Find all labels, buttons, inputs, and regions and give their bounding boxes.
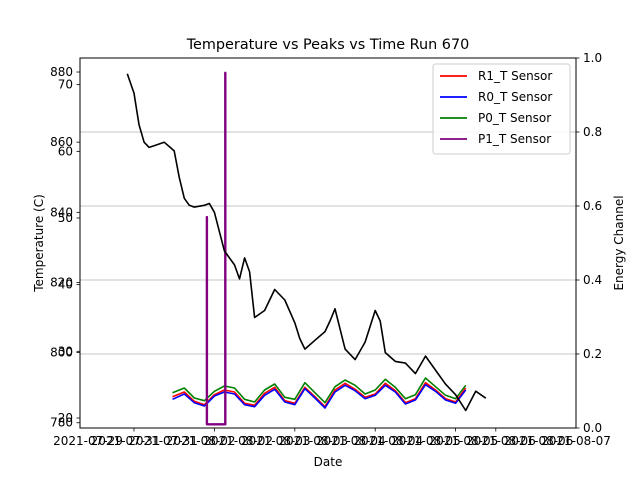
x-tick-label-12: 2021-08-06 bbox=[504, 434, 574, 448]
chart-title: Temperature vs Peaks vs Time Run 670 bbox=[186, 37, 470, 53]
y-axis-label-left: Temperature (C) bbox=[32, 194, 46, 293]
series-line-1 bbox=[172, 383, 467, 409]
left-tick-label-temperature_inner-0: 20 bbox=[58, 411, 73, 425]
legend-label-0: R1_T Sensor bbox=[478, 69, 552, 83]
x-tick-label-2: 2021-07-31 bbox=[128, 434, 198, 448]
right-tick-label-1: 0.2 bbox=[583, 347, 602, 361]
left-tick-label-temperature_inner-5: 70 bbox=[58, 78, 73, 92]
legend-box bbox=[432, 63, 571, 155]
x-tick-label-13: 2021-08-07 bbox=[541, 434, 611, 448]
series-line-2 bbox=[172, 377, 467, 404]
left-tick-label-temperature_inner-2: 40 bbox=[58, 278, 73, 292]
x-tick-label-6: 2021-08-03 bbox=[278, 434, 348, 448]
legend: R1_T Sensor R0_T Sensor P0_T Sensor P1_T Se… bbox=[432, 63, 571, 155]
legend-label-3: P1_T Sensor bbox=[478, 132, 551, 146]
x-tick-label-7: 2021-08-04 bbox=[316, 434, 386, 448]
x-tick-label-0: 2021-07-29 bbox=[53, 434, 123, 448]
x-tick-label-5: 2021-08-03 bbox=[241, 434, 311, 448]
x-tick-label-8: 2021-08-04 bbox=[353, 434, 423, 448]
right-tick-label-2: 0.4 bbox=[583, 273, 602, 287]
series-line-4 bbox=[126, 73, 487, 412]
axis-layer: 0.0 0.2 0.4 0.6 0.8 1.0 20 30 40 50 60 70 780 800 820 8… bbox=[50, 51, 611, 448]
left-tick-label-temperature_outer-3: 840 bbox=[50, 205, 73, 219]
x-tick-label-1: 2021-07-31 bbox=[91, 434, 161, 448]
left-tick-label-temperature_outer-1: 800 bbox=[50, 346, 73, 360]
x-tick-label-11: 2021-08-06 bbox=[466, 434, 536, 448]
legend-label-2: P0_T Sensor bbox=[478, 111, 551, 125]
x-tick-label-4: 2021-08-02 bbox=[203, 434, 273, 448]
x-tick-label-9: 2021-08-05 bbox=[391, 434, 461, 448]
x-tick-label-10: 2021-08-05 bbox=[429, 434, 499, 448]
series-layer bbox=[126, 71, 487, 426]
series-line-3 bbox=[205, 71, 227, 426]
left-tick-label-temperature_outer-5: 880 bbox=[50, 65, 73, 79]
right-tick-label-4: 0.8 bbox=[583, 125, 602, 139]
left-tick-label-temperature_outer-2: 820 bbox=[50, 275, 73, 289]
left-tick-label-temperature_inner-4: 60 bbox=[58, 144, 73, 158]
x-axis-label: Date bbox=[314, 455, 343, 469]
right-tick-label-5: 1.0 bbox=[583, 51, 602, 65]
right-tick-label-0: 0.0 bbox=[583, 421, 602, 435]
left-tick-label-temperature_inner-3: 50 bbox=[58, 211, 73, 225]
y-axis-label-right: Energy Channel bbox=[612, 195, 626, 290]
x-tick-label-3: 2021-08-02 bbox=[166, 434, 236, 448]
legend-label-1: R0_T Sensor bbox=[478, 90, 552, 104]
left-tick-label-temperature_inner-1: 30 bbox=[58, 344, 73, 358]
left-tick-label-temperature_outer-0: 780 bbox=[50, 416, 73, 430]
right-tick-label-3: 0.6 bbox=[583, 199, 602, 213]
plot-frame bbox=[79, 57, 577, 429]
left-tick-label-temperature_outer-4: 860 bbox=[50, 135, 73, 149]
